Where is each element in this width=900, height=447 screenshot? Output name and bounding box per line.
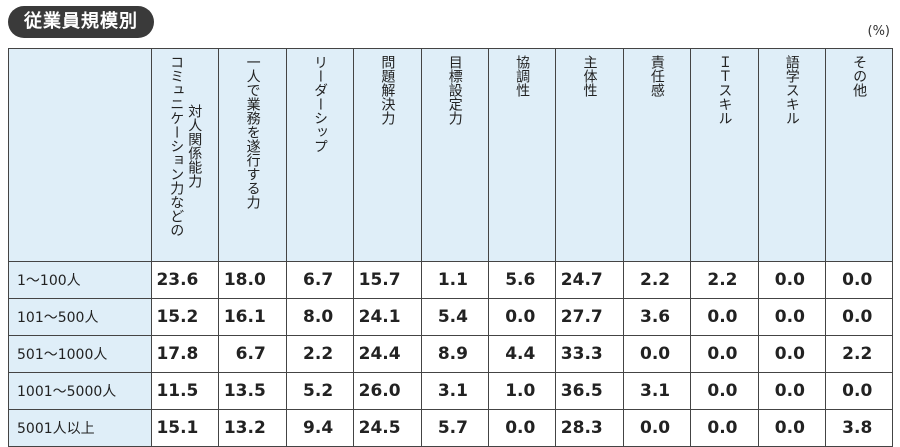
unit-label: (%): [867, 24, 891, 39]
table-cell: 24.7: [555, 261, 624, 299]
column-header-text: 一人で業務を遂行する力: [244, 55, 261, 209]
table-cell: 0.0: [690, 335, 759, 373]
column-header-text: ＩＴスキル: [716, 55, 733, 125]
table-cell: 2.2: [824, 335, 894, 373]
column-header-text: 問題解決力: [379, 55, 396, 125]
table-body: 1〜100人 23.6 18.0 6.7 15.7 1.1 5.6 24.7 2.2 2.2 0.0…: [8, 261, 894, 447]
table-cell: 28.3: [555, 409, 624, 447]
table-cell: 5.4: [420, 298, 489, 336]
table-cell: 0.0: [622, 335, 692, 373]
table-cell: 9.4: [285, 409, 355, 447]
table-row: 501〜1000人 17.8 6.7 2.2 24.4 8.9 4.4 33.3 0.0 0.0 0…: [8, 335, 894, 373]
table-cell: 2.2: [690, 261, 759, 299]
column-header-text: 主体性: [581, 55, 598, 97]
table-cell: 6.7: [218, 335, 287, 373]
column-header-text: 目標設定力: [446, 55, 463, 125]
column-header: 目標設定力: [420, 48, 489, 262]
row-label: 101〜500人: [8, 298, 152, 336]
column-header-text: 責任感: [648, 55, 665, 97]
row-label: 501〜1000人: [8, 335, 152, 373]
table-row: 1〜100人 23.6 18.0 6.7 15.7 1.1 5.6 24.7 2.2 2.2 0.0…: [8, 261, 894, 299]
table-cell: 24.4: [353, 335, 422, 373]
column-header-text: その他: [851, 55, 868, 97]
table-cell: 0.0: [824, 261, 894, 299]
table-cell: 26.0: [353, 372, 422, 410]
column-header: 語学スキル: [757, 48, 826, 262]
table-row: 101〜500人 15.2 16.1 8.0 24.1 5.4 0.0 27.7 3.6 0.0 0…: [8, 298, 894, 336]
data-table: 対人関係能力 コミュニケーション力などの 一人で業務を遂行する力 リーダーシップ 問題解…: [8, 48, 894, 447]
table-cell: 15.7: [353, 261, 422, 299]
table-cell: 8.9: [420, 335, 489, 373]
table-cell: 0.0: [690, 409, 759, 447]
table-cell: 1.1: [420, 261, 489, 299]
table-cell: 0.0: [487, 298, 557, 336]
row-label: 1001〜5000人: [8, 372, 152, 410]
table-cell: 3.8: [824, 409, 894, 447]
column-header-text: コミュニケーション力などの: [168, 55, 185, 237]
table-cell: 0.0: [690, 372, 759, 410]
table-cell: 8.0: [285, 298, 355, 336]
column-header: 一人で業務を遂行する力: [218, 48, 287, 262]
table-cell: 18.0: [218, 261, 287, 299]
table-cell: 2.2: [622, 261, 692, 299]
table-cell: 0.0: [757, 261, 826, 299]
column-header: ＩＴスキル: [690, 48, 759, 262]
table-cell: 16.1: [218, 298, 287, 336]
table-cell: 0.0: [757, 335, 826, 373]
column-header: 問題解決力: [353, 48, 422, 262]
table-cell: 0.0: [824, 372, 894, 410]
table-cell: 17.8: [150, 335, 220, 373]
table-cell: 33.3: [555, 335, 624, 373]
row-label: 5001人以上: [8, 409, 152, 447]
table-cell: 5.2: [285, 372, 355, 410]
table-cell: 13.2: [218, 409, 287, 447]
column-header: その他: [824, 48, 894, 262]
table-row: 1001〜5000人 11.5 13.5 5.2 26.0 3.1 1.0 36.5 3.1 0.…: [8, 372, 894, 410]
section-title: 従業員規模別: [8, 6, 154, 38]
column-header-text: リーダーシップ: [311, 55, 328, 153]
table-cell: 0.0: [690, 298, 759, 336]
column-header: 協調性: [487, 48, 557, 262]
table-cell: 0.0: [757, 372, 826, 410]
column-header-text: 対人関係能力: [186, 104, 203, 188]
header-row: 対人関係能力 コミュニケーション力などの 一人で業務を遂行する力 リーダーシップ 問題解…: [8, 48, 894, 262]
table-cell: 24.1: [353, 298, 422, 336]
table-cell: 3.1: [622, 372, 692, 410]
table-cell: 0.0: [622, 409, 692, 447]
row-label: 1〜100人: [8, 261, 152, 299]
table-cell: 4.4: [487, 335, 557, 373]
table-cell: 3.1: [420, 372, 489, 410]
column-header: 責任感: [622, 48, 692, 262]
table-row: 5001人以上 15.1 13.2 9.4 24.5 5.7 0.0 28.3 0.0 0.0 0.…: [8, 409, 894, 447]
table-cell: 15.1: [150, 409, 220, 447]
table-cell: 0.0: [487, 409, 557, 447]
table-cell: 3.6: [622, 298, 692, 336]
table-cell: 5.7: [420, 409, 489, 447]
table-cell: 1.0: [487, 372, 557, 410]
table-cell: 0.0: [824, 298, 894, 336]
column-header: リーダーシップ: [285, 48, 355, 262]
column-header: 対人関係能力 コミュニケーション力などの: [150, 48, 220, 262]
column-header: 主体性: [555, 48, 624, 262]
table-cell: 13.5: [218, 372, 287, 410]
table-cell: 5.6: [487, 261, 557, 299]
table-cell: 27.7: [555, 298, 624, 336]
table-cell: 2.2: [285, 335, 355, 373]
table-cell: 0.0: [757, 409, 826, 447]
table-cell: 36.5: [555, 372, 624, 410]
table-cell: 15.2: [150, 298, 220, 336]
table-cell: 0.0: [757, 298, 826, 336]
corner-cell: [8, 48, 152, 262]
column-header-text: 協調性: [514, 55, 531, 97]
table-cell: 6.7: [285, 261, 355, 299]
column-header-text: 語学スキル: [783, 55, 800, 125]
table-cell: 23.6: [150, 261, 220, 299]
table-cell: 24.5: [353, 409, 422, 447]
table-cell: 11.5: [150, 372, 220, 410]
